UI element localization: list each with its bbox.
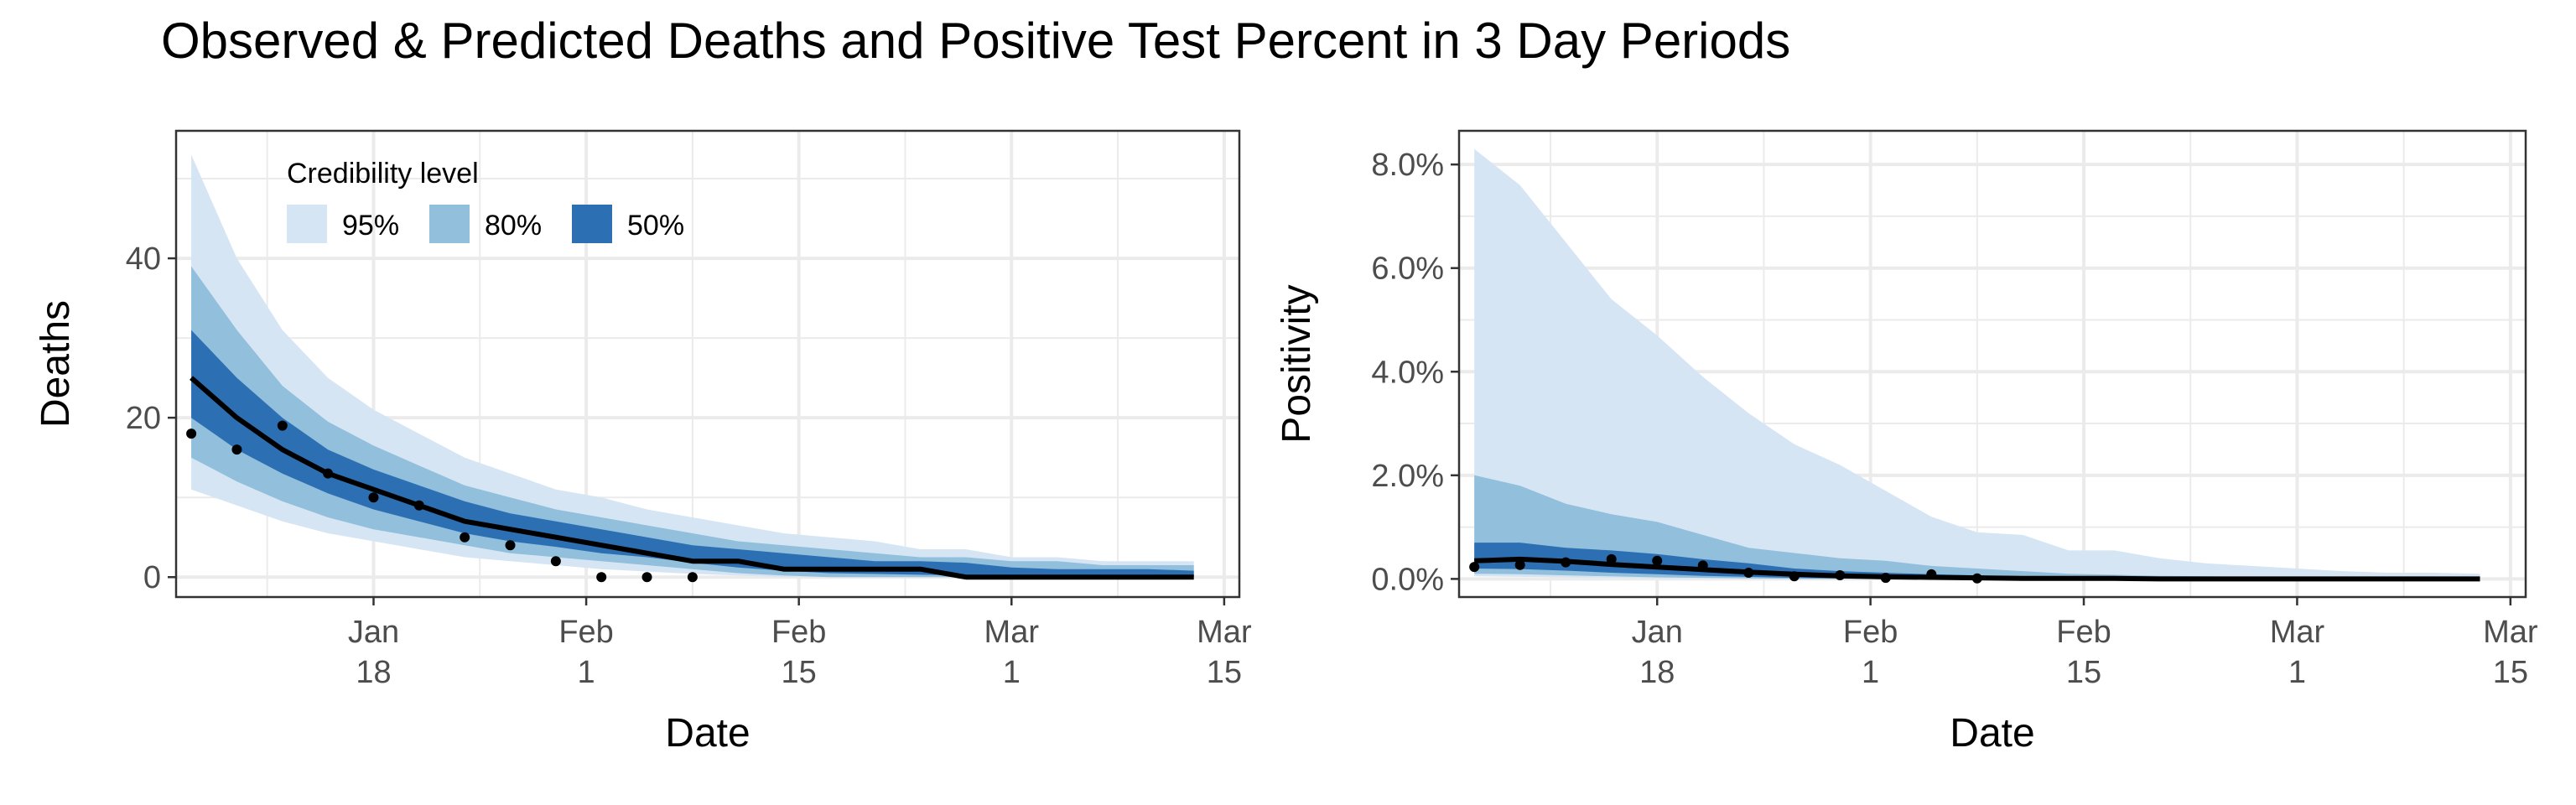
x-tick-label: 15: [2493, 655, 2528, 690]
y-tick-label: 20: [126, 401, 161, 436]
x-axis-title: Date: [665, 711, 750, 756]
ribbon-95: [191, 154, 1194, 578]
x-tick-label: 1: [578, 655, 595, 690]
observed-point: [368, 492, 379, 503]
observed-point: [641, 572, 652, 583]
y-axis-title: Positivity: [1275, 284, 1319, 443]
x-tick-label: 15: [2066, 655, 2101, 690]
y-tick-label: 0.0%: [1371, 562, 1444, 597]
observed-point: [277, 420, 288, 431]
y-tick-label: 0: [143, 560, 161, 595]
legend-label: 80%: [485, 210, 542, 242]
y-tick-label: 4.0%: [1371, 355, 1444, 390]
observed-point: [1514, 559, 1525, 570]
observed-point: [1561, 557, 1571, 568]
observed-point: [596, 572, 607, 583]
y-axis-title: Deaths: [34, 300, 78, 428]
x-tick-label: Mar: [2483, 615, 2538, 650]
observed-point: [1789, 571, 1800, 582]
observed-point: [1652, 555, 1663, 566]
x-tick-label: Feb: [558, 615, 613, 650]
observed-point: [1743, 567, 1754, 578]
observed-point: [460, 532, 470, 543]
x-tick-label: Mar: [1197, 615, 1252, 650]
y-tick-label: 6.0%: [1371, 252, 1444, 287]
figure-title: Observed & Predicted Deaths and Positive…: [161, 13, 1791, 69]
observed-point: [1697, 560, 1708, 571]
observed-point: [1835, 570, 1846, 581]
y-tick-label: 8.0%: [1371, 148, 1444, 183]
legend: Credibility level 95% 80% 50%: [287, 158, 684, 243]
x-tick-label: 1: [1862, 655, 1879, 690]
chart-panel-2: Jan 18 Feb 1 Feb 15 Mar 1 Mar 15 0.0% 2.0% 4.0% 6.0% 8…: [1275, 129, 2538, 756]
legend-label: 95%: [342, 210, 399, 242]
y-tick-label: 2.0%: [1371, 459, 1444, 494]
x-tick-label: 1: [2288, 655, 2306, 690]
chart-panel-1: Jan 18 Feb 1 Feb 15 Mar 1 Mar 15 0 20 40 Date Deaths Cr…: [34, 129, 1252, 756]
x-tick-label: 15: [1207, 655, 1242, 690]
x-tick-label: Jan: [348, 615, 399, 650]
x-tick-label: Mar: [984, 615, 1040, 650]
observed-point: [1606, 553, 1617, 564]
ribbon-80: [1474, 475, 2480, 579]
x-tick-label: Mar: [2270, 615, 2325, 650]
y-tick-label: 40: [126, 242, 161, 277]
observed-point: [413, 500, 424, 511]
x-tick-label: 18: [1639, 655, 1675, 690]
observed-point: [687, 572, 698, 583]
ribbon-95: [1474, 148, 2480, 579]
legend-swatch-80: [429, 205, 470, 243]
x-tick-label: 15: [782, 655, 817, 690]
x-tick-label: Feb: [2056, 615, 2111, 650]
legend-swatch-95: [287, 205, 327, 243]
x-tick-label: Feb: [1843, 615, 1898, 650]
observed-point: [550, 556, 561, 567]
legend-label: 50%: [627, 210, 684, 242]
observed-point: [323, 468, 334, 479]
x-axis-title: Date: [1950, 711, 2034, 756]
x-tick-label: 1: [1003, 655, 1021, 690]
panel-border: [1457, 129, 2527, 599]
panel-border: [174, 129, 1241, 599]
observed-point: [505, 540, 516, 551]
observed-point: [1971, 573, 1982, 584]
median-line: [190, 376, 1194, 580]
x-tick-label: 18: [356, 655, 391, 690]
observed-point: [1880, 573, 1891, 584]
x-tick-label: Feb: [771, 615, 826, 650]
observed-point: [1926, 569, 1937, 579]
x-tick-label: Jan: [1632, 615, 1683, 650]
observed-point: [231, 444, 242, 455]
legend-swatch-50: [572, 205, 612, 243]
legend-title: Credibility level: [287, 158, 479, 190]
observed-point: [1469, 562, 1480, 573]
observed-point: [186, 428, 197, 439]
